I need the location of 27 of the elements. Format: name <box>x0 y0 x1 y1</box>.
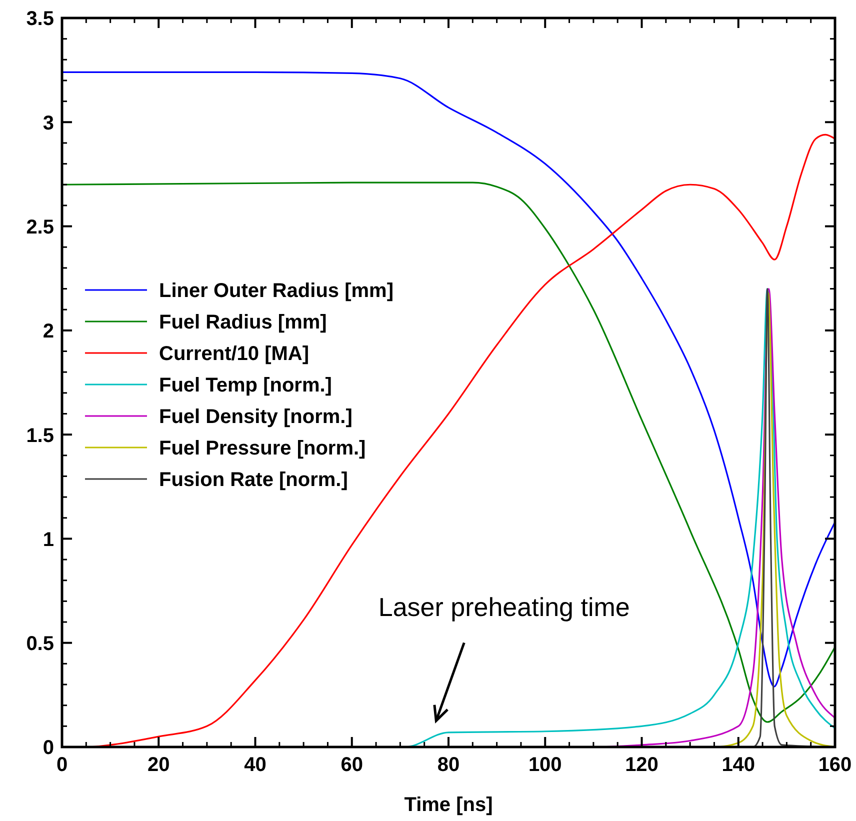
legend-label: Fuel Radius [mm] <box>159 312 327 334</box>
y-tick-label: 3.5 <box>26 8 54 30</box>
x-tick-label: 60 <box>340 754 363 776</box>
x-tick-label: 0 <box>56 754 68 776</box>
line-series <box>61 71 836 688</box>
legend-label: Current/10 [MA] <box>159 343 310 366</box>
legend-label: Fuel Temp [norm.] <box>159 374 332 397</box>
x-tick-label: 160 <box>818 754 852 776</box>
y-tick-label: 0.5 <box>26 633 54 656</box>
x-tick-label: 40 <box>244 754 266 776</box>
x-tick-label: 80 <box>437 754 460 776</box>
x-tick-label: 120 <box>625 754 658 776</box>
x-axis-title: Time [ns] <box>404 794 493 816</box>
legend-label: Fuel Pressure [norm.] <box>159 438 366 460</box>
y-tick-label: 3 <box>42 112 54 134</box>
annotation: Laser preheating time <box>378 592 630 622</box>
legend-label: Fusion Rate [norm.] <box>159 469 348 492</box>
y-tick-label: 0 <box>42 737 54 760</box>
x-tick-label: 140 <box>722 754 756 776</box>
x-tick-label: 20 <box>148 754 170 776</box>
y-tick-label: 2.5 <box>26 216 54 238</box>
x-tick-label: 100 <box>528 754 562 776</box>
y-tick-label: 1 <box>42 528 54 551</box>
legend-label: Liner Outer Radius [mm] <box>159 280 394 302</box>
y-tick-label: 1.5 <box>26 424 54 447</box>
legend-label: Fuel Density [norm.] <box>159 406 352 428</box>
y-tick-label: 2 <box>42 320 54 343</box>
